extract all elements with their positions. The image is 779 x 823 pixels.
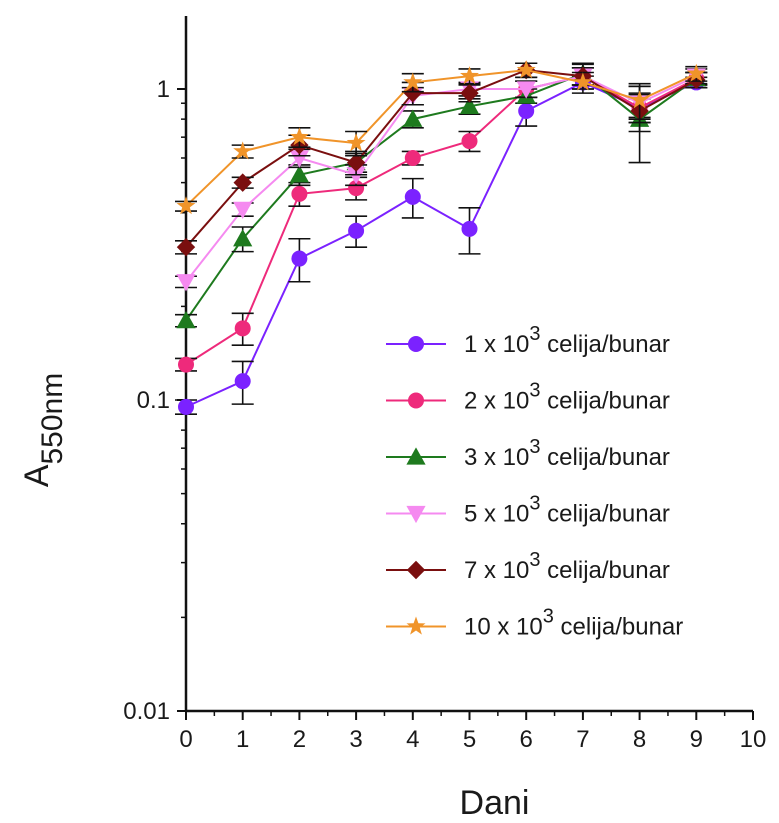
marker-circle	[408, 336, 424, 352]
marker-star	[406, 616, 426, 635]
y-tick-label: 0.01	[123, 698, 170, 725]
legend-label: 3 x 103 celija/bunar	[464, 436, 670, 471]
marker-circle	[178, 398, 194, 415]
legend-entry: 5 x 103 celija/bunar	[386, 493, 670, 528]
series-line	[185, 75, 697, 366]
marker-triangle-up	[459, 96, 480, 114]
series-line	[185, 69, 697, 248]
marker-triangle-up	[403, 109, 423, 127]
marker-star	[403, 72, 423, 91]
marker-star	[460, 66, 479, 85]
marker-triangle-down	[346, 167, 366, 185]
x-tick-label: 9	[690, 726, 703, 753]
marker-triangle-down	[176, 274, 196, 292]
x-tick-label: 10	[740, 726, 767, 753]
series-line	[185, 81, 697, 408]
series-6	[175, 60, 708, 215]
axis-titles: Dani A550nm	[18, 373, 529, 822]
legend: 1 x 103 celija/bunar 2 x 103 celija/bunar…	[386, 323, 683, 641]
legend-entry: 10 x 103 celija/bunar	[386, 606, 683, 641]
x-tick-label: 4	[406, 726, 419, 753]
marker-circle	[518, 102, 535, 119]
marker-star	[630, 90, 650, 109]
legend-label: 7 x 103 celija/bunar	[464, 549, 670, 584]
marker-circle	[348, 180, 365, 197]
legend-entry: 2 x 103 celija/bunar	[386, 380, 670, 415]
marker-star	[516, 60, 536, 79]
series-line	[185, 72, 697, 322]
legend-entry: 1 x 103 celija/bunar	[386, 323, 670, 358]
x-tick-label: 6	[520, 726, 533, 753]
y-tick-label: 0.1	[137, 387, 170, 414]
marker-circle	[234, 320, 251, 337]
marker-circle	[461, 133, 478, 150]
x-tick-label: 0	[179, 726, 192, 753]
legend-label: 10 x 103 celija/bunar	[464, 606, 683, 641]
marker-diamond	[460, 83, 479, 103]
marker-star	[346, 133, 366, 152]
series-1	[175, 74, 708, 416]
marker-star	[233, 141, 253, 160]
marker-star	[289, 127, 309, 146]
marker-diamond	[176, 237, 196, 257]
marker-circle	[461, 220, 478, 237]
x-axis-title: Dani	[460, 784, 530, 822]
legend-entry: 7 x 103 celija/bunar	[386, 549, 670, 584]
marker-diamond	[346, 153, 366, 172]
x-tick-label: 3	[349, 726, 362, 753]
marker-circle	[348, 222, 365, 239]
marker-diamond	[406, 560, 426, 580]
legend-label: 1 x 103 celija/bunar	[464, 323, 670, 358]
y-tick-label: 1	[157, 76, 170, 103]
marker-triangle-down	[516, 81, 536, 99]
marker-triangle-up	[289, 165, 309, 183]
marker-circle	[404, 149, 421, 166]
marker-star	[176, 196, 196, 215]
legend-label: 2 x 103 celija/bunar	[464, 380, 670, 415]
marker-triangle-down	[233, 201, 253, 220]
marker-circle	[291, 185, 308, 202]
marker-star	[573, 72, 593, 91]
x-tick-label: 5	[463, 726, 476, 753]
x-tick-label: 7	[576, 726, 589, 753]
marker-triangle-up	[233, 229, 253, 247]
series-layer	[175, 60, 708, 416]
marker-triangle-down	[289, 150, 309, 168]
marker-circle	[291, 250, 308, 267]
series-5	[175, 60, 708, 257]
marker-star	[686, 63, 706, 82]
legend-label: 5 x 103 celija/bunar	[464, 493, 670, 528]
marker-triangle-up	[406, 447, 426, 465]
marker-triangle-up	[176, 311, 196, 329]
x-tick-label: 2	[293, 726, 306, 753]
marker-circle	[234, 373, 251, 390]
x-tick-label: 8	[633, 726, 646, 753]
y-axis-title: A550nm	[18, 373, 69, 487]
marker-circle	[408, 392, 424, 409]
marker-circle	[178, 356, 194, 373]
marker-diamond	[233, 173, 252, 192]
series-line	[185, 75, 697, 283]
ticks: 0 1 2 3 4 5 6 7 8 9 10 0.01 0.1 1	[123, 76, 766, 753]
axes	[184, 16, 753, 713]
series-line	[185, 69, 697, 207]
legend-entry: 3 x 103 celija/bunar	[386, 436, 670, 471]
marker-circle	[404, 188, 421, 205]
x-tick-label: 1	[236, 726, 249, 753]
marker-triangle-down	[406, 505, 426, 524]
